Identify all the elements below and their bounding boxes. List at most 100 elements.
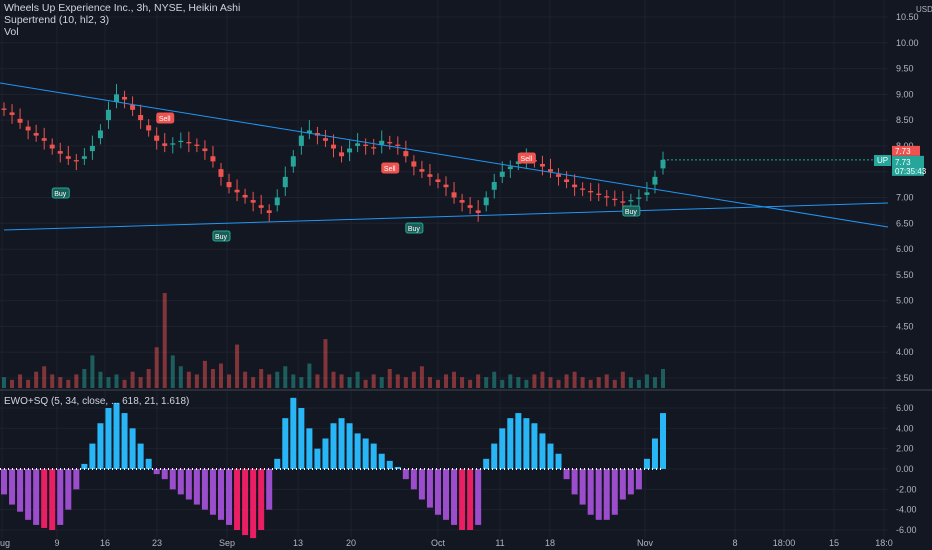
price-tick-12: 4.50 [896,321,914,331]
signal-sell-1: Sell [159,116,171,123]
candle-body-74 [596,193,602,195]
candle-body-47 [379,140,385,145]
candle-body-48 [387,142,393,144]
signal-bg-3 [381,162,400,174]
ewo-bar-12 [97,423,104,469]
candle-body-55 [443,184,449,188]
volume-bar-59 [476,374,481,388]
ewo-bar-0 [1,469,7,495]
candle-body-2 [17,118,23,123]
volume-bar-19 [154,347,159,388]
ewo-tick-0: 6.00 [896,403,914,413]
x-tick-11: 8 [732,538,737,548]
ewo-bar-27 [217,469,224,520]
volume-bar-80 [644,374,649,388]
candle-body-78 [628,200,634,202]
volume-bar-82 [661,369,665,388]
price-tick-11: 5.00 [896,296,914,306]
x-tick-7: Oct [431,538,446,548]
signal-bg-1 [156,112,175,124]
ewo-bar-8 [65,469,72,510]
candle-body-27 [218,169,224,177]
ewo-bar-75 [603,469,610,520]
ewo-bar-72 [579,469,586,505]
volume-bar-0 [2,377,6,388]
ewo-bar-26 [209,469,216,515]
ewo-bar-20 [161,469,168,480]
price-tick-4: 8.50 [896,115,914,125]
candle-body-52 [419,169,425,172]
candle-body-5 [41,138,47,141]
volume-bar-48 [387,369,392,388]
ewo-bar-81 [651,438,658,469]
candle-body-0 [1,108,7,110]
volume-bar-39 [315,374,320,388]
volume-bar-20 [162,293,167,388]
ewo-tick-6: -6.00 [896,525,917,535]
volume-bar-28 [227,374,232,388]
candle-body-13 [105,109,111,121]
signal-buy-2: Buy [215,234,228,241]
ewo-bar-5 [41,469,48,528]
volume-bar-22 [178,366,183,388]
volume-bar-42 [339,374,344,388]
signal-buy-0: Buy [54,191,67,198]
ewo-bar-25 [201,469,208,510]
ewo-bar-60 [483,458,490,469]
volume-bar-61 [492,371,497,388]
candle-body-70 [564,179,570,183]
ewo-bar-34 [274,458,281,469]
candle-body-73 [588,191,594,193]
candle-body-54 [435,179,441,183]
volume-bar-56 [452,371,457,388]
candle-body-9 [73,160,79,162]
red-price-tag-bg [892,145,920,156]
volume-bar-4 [34,371,39,388]
candle-body-45 [363,144,369,146]
ewo-bar-59 [475,469,482,525]
chart-title: Wheels Up Experience Inc., 3h, NYSE, Hei… [4,2,241,14]
volume-bar-12 [98,371,103,388]
volume-bar-62 [500,379,505,388]
volume-bar-79 [636,379,641,388]
candle-body-31 [250,200,256,203]
currency-label: USD [916,5,932,14]
x-tick-9: 18 [545,538,555,548]
price-tick-2: 9.50 [896,64,914,74]
volume-bar-3 [26,379,31,388]
ewo-bar-47 [378,453,385,469]
x-tick-1: 9 [54,538,59,548]
volume-bar-54 [435,379,440,388]
candle-body-44 [355,143,361,146]
volume-bar-30 [243,371,248,388]
x-tick-2: 16 [100,538,110,548]
ewo-tick-1: 4.00 [896,423,914,433]
volume-bar-52 [419,366,424,388]
volume-bar-21 [170,355,175,388]
ewo-bar-9 [73,469,80,490]
candle-body-67 [539,163,545,167]
candle-body-6 [49,144,55,149]
ewo-bar-40 [322,438,329,469]
ewo-bar-50 [402,469,409,480]
candle-body-20 [162,143,168,146]
candle-body-35 [282,176,288,188]
candle-body-14 [114,94,120,103]
ewo-bar-1 [9,469,16,505]
volume-bar-58 [468,379,473,388]
ewo-bar-66 [531,423,538,469]
volume-bar-74 [596,377,601,388]
candle-body-57 [459,200,465,203]
ewo-bar-51 [410,469,417,490]
volume-bar-17 [138,377,143,388]
price-tick-7: 7.00 [896,193,914,203]
candle-body-7 [57,151,63,154]
ewo-bar-82 [660,413,666,469]
candle-body-76 [612,198,618,201]
candle-body-24 [194,144,200,146]
ewo-bar-28 [226,469,233,525]
candle-body-17 [138,114,144,121]
volume-bar-13 [106,377,111,388]
x-tick-3: 23 [152,538,162,548]
